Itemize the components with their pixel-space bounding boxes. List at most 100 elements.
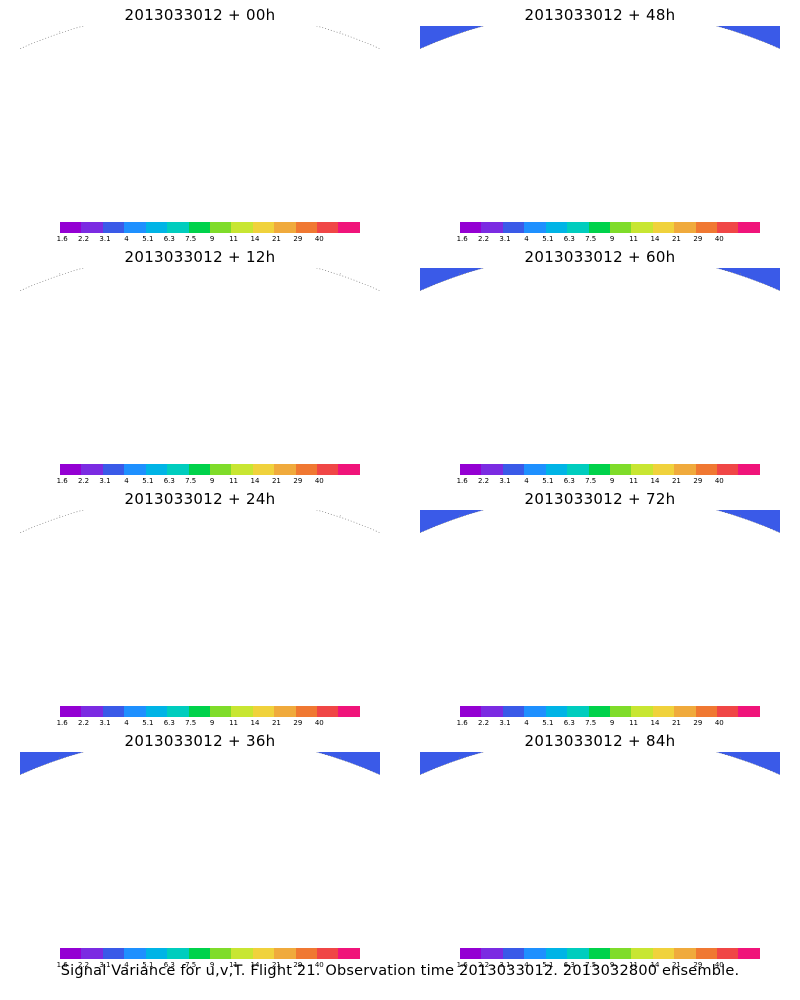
- colorbar-tick-label: 3.1: [499, 719, 511, 727]
- colorbar-tick-label: 29: [693, 961, 703, 969]
- colorbar-tick-label: 4: [124, 961, 129, 969]
- colorbar-tick-label: 5.1: [142, 961, 154, 969]
- colorbar-swatch: [631, 222, 653, 233]
- colorbar-ticks: 1.6 2.2 3.1 4 5.1 6.3 7.5 9 11 14 21 29 40: [57, 235, 360, 245]
- colorbar-tick-label: 9: [209, 477, 215, 485]
- variance-map: [20, 752, 380, 835]
- colorbar-swatch: [167, 464, 189, 475]
- colorbar-tick-label: 5.1: [142, 477, 154, 485]
- colorbar-swatch: [145, 706, 168, 717]
- colorbar-swatch: [60, 706, 82, 717]
- colorbar-tick-label: 7.5: [585, 477, 597, 485]
- colorbar-tick-label: 3.1: [499, 961, 511, 969]
- colorbar-tick-label: 40: [314, 235, 324, 243]
- forecast-panel: 2013033012 + 72h 1.6 2.2 3.1 4 5.1 6.3 7.5 9 11 1…: [400, 484, 800, 729]
- panel-title: 2013033012 + 72h: [524, 490, 676, 508]
- colorbar-tick-label: 7.5: [585, 719, 597, 727]
- colorbar-tick-label: 9: [209, 719, 215, 727]
- colorbar-tick-label: 14: [250, 719, 260, 727]
- colorbar-swatch: [609, 464, 632, 475]
- colorbar-swatch: [652, 706, 675, 717]
- colorbar-ticks: 1.6 2.2 3.1 4 5.1 6.3 7.5 9 11 14 21 29 40: [457, 235, 760, 245]
- colorbar-tick-label: 7.5: [185, 477, 197, 485]
- colorbar-swatch: [738, 464, 760, 475]
- colorbar-swatch: [188, 464, 210, 475]
- colorbar-tick-label: 29: [293, 477, 303, 485]
- colorbar-swatch: [81, 948, 103, 959]
- colorbar-swatch: [102, 948, 125, 959]
- colorbar-swatch: [674, 222, 696, 233]
- colorbar-swatch: [738, 222, 760, 233]
- colorbar-swatch: [231, 948, 253, 959]
- colorbar-tick-label: 7.5: [185, 719, 197, 727]
- colorbar-tick-label: 5.1: [142, 235, 154, 243]
- colorbar-ticks: 1.6 2.2 3.1 4 5.1 6.3 7.5 9 11 14 21 29 40: [457, 719, 760, 729]
- colorbar-swatch: [695, 222, 718, 233]
- colorbar-swatch: [252, 948, 275, 959]
- colorbar-swatch: [460, 706, 482, 717]
- panel-title: 2013033012 + 48h: [524, 6, 676, 24]
- colorbar-tick-label: 2.2: [77, 235, 90, 243]
- colorbar-swatch: [609, 948, 632, 959]
- colorbar-swatch: [738, 948, 760, 959]
- panel-title: 2013033012 + 24h: [124, 490, 276, 508]
- colorbar-swatch: [252, 222, 275, 233]
- colorbar-tick-label: 29: [693, 477, 703, 485]
- colorbar-tick-label: 40: [714, 235, 724, 243]
- colorbar-tick-label: 3.1: [99, 235, 111, 243]
- colorbar-swatch: [81, 706, 103, 717]
- colorbar-swatch: [674, 706, 696, 717]
- colorbar-tick-label: 21: [671, 719, 681, 727]
- colorbar-tick-label: 5.1: [542, 719, 554, 727]
- colorbar-tick-label: 7.5: [185, 961, 197, 969]
- forecast-panel: 2013033012 + 84h 1.6 2.2 3.1 4 5.1 6.3 7.5 9 11 1…: [400, 726, 800, 969]
- colorbar-tick-label: 4: [124, 235, 129, 243]
- colorbar-swatch: [545, 222, 568, 233]
- colorbar-swatch: [631, 706, 653, 717]
- colorbar-swatch: [631, 464, 653, 475]
- colorbar-tick-label: 5.1: [542, 961, 554, 969]
- colorbar-tick-label: 11: [629, 477, 639, 485]
- colorbar-tick-label: 7.5: [585, 235, 597, 243]
- colorbar-tick-label: 11: [629, 235, 639, 243]
- colorbar-tick-label: 29: [293, 235, 303, 243]
- variance-map: [20, 26, 380, 109]
- colorbar-ticks: 1.6 2.2 3.1 4 5.1 6.3 7.5 9 11 14 21 29 40: [57, 961, 360, 971]
- colorbar-swatch: [209, 948, 232, 959]
- colorbar-tick-label: 21: [671, 961, 681, 969]
- colorbar-swatch: [317, 948, 339, 959]
- colorbar-tick-label: 6.3: [163, 961, 175, 969]
- colorbar-swatch: [502, 948, 525, 959]
- colorbar-swatch: [524, 706, 546, 717]
- forecast-panel: 2013033012 + 36h 1.6 2.2 3.1 4 5.1 6.3 7.5 9 11 1…: [0, 726, 400, 971]
- colorbar-swatch: [567, 464, 589, 475]
- colorbar-tick-label: 9: [609, 477, 615, 485]
- colorbar: [60, 222, 360, 233]
- colorbar-swatch: [695, 706, 718, 717]
- panel-title: 2013033012 + 00h: [124, 6, 276, 24]
- colorbar-tick-label: 14: [250, 235, 260, 243]
- colorbar-tick-label: 40: [714, 719, 724, 727]
- colorbar-tick-label: 29: [293, 961, 303, 969]
- colorbar-swatch: [188, 222, 210, 233]
- colorbar-tick-label: 29: [293, 719, 303, 727]
- colorbar-tick-label: 3.1: [499, 477, 511, 485]
- forecast-panel: 2013033012 + 12h 1.6 2.2 3.1 4 5.1 6.3 7.5 9 11 1…: [0, 242, 400, 485]
- colorbar-swatch: [209, 706, 232, 717]
- colorbar-swatch: [231, 464, 253, 475]
- colorbar-tick-label: 1.6: [56, 719, 68, 727]
- colorbar-tick-label: 4: [524, 719, 529, 727]
- colorbar-swatch: [567, 706, 589, 717]
- colorbar-tick-label: 5.1: [542, 235, 554, 243]
- colorbar-swatch: [81, 222, 103, 233]
- colorbar-swatch: [145, 948, 168, 959]
- colorbar-swatch: [338, 464, 360, 475]
- colorbar-swatch: [674, 464, 696, 475]
- colorbar-tick-label: 6.3: [163, 477, 175, 485]
- colorbar-swatch: [524, 464, 546, 475]
- colorbar-swatch: [124, 464, 146, 475]
- colorbar-swatch: [317, 222, 339, 233]
- colorbar-swatch: [588, 222, 610, 233]
- colorbar-swatch: [60, 948, 82, 959]
- colorbar-swatch: [567, 948, 589, 959]
